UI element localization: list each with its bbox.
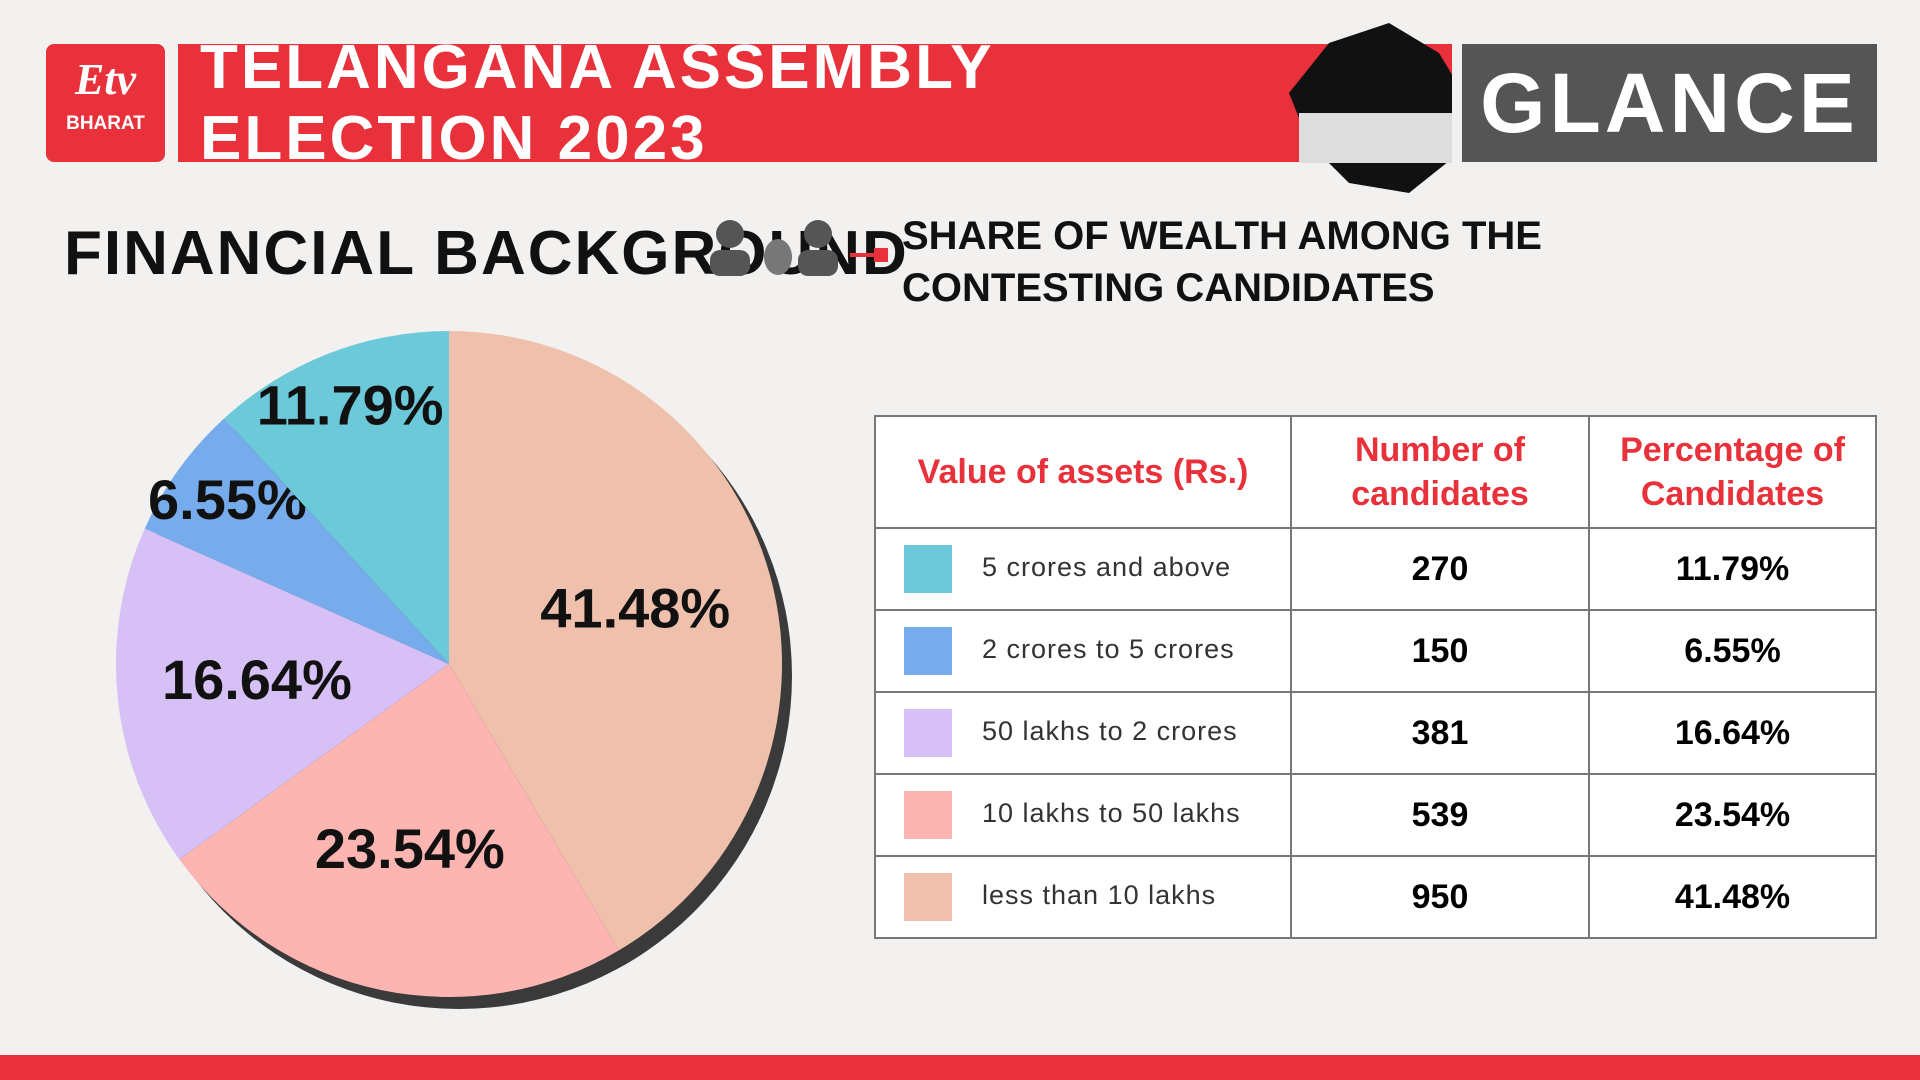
table-row: 50 lakhs to 2 crores 381 16.64% bbox=[874, 691, 1877, 775]
logo: Etv BHARAT bbox=[46, 44, 165, 162]
swatch bbox=[904, 791, 952, 839]
pie-chart: 41.48%23.54%16.64%6.55%11.79% bbox=[115, 331, 792, 1009]
tag: GLANCE bbox=[1462, 44, 1877, 162]
pie-slice bbox=[449, 331, 783, 951]
count-cell: 270 bbox=[1290, 527, 1590, 611]
table-row: less than 10 lakhs 950 41.48% bbox=[874, 855, 1877, 939]
percent-cell: 23.54% bbox=[1588, 773, 1877, 857]
data-table: Value of assets (Rs.) Number of candidat… bbox=[874, 415, 1877, 939]
swatch bbox=[904, 709, 952, 757]
subtitle-line: CONTESTING CANDIDATES bbox=[902, 266, 1435, 310]
logo-text: BHARAT bbox=[66, 113, 145, 134]
percent-cell: 41.48% bbox=[1588, 855, 1877, 939]
chart-subtitle: SHARE OF WEALTH AMONG THE CONTESTING CAN… bbox=[902, 210, 1542, 314]
category-cell: 10 lakhs to 50 lakhs bbox=[874, 773, 1292, 857]
percent-cell: 11.79% bbox=[1588, 527, 1877, 611]
category-label: 50 lakhs to 2 crores bbox=[982, 716, 1238, 747]
subtitle-line: SHARE OF WEALTH AMONG THE bbox=[902, 214, 1542, 258]
pie-slice bbox=[179, 664, 619, 997]
percent-cell: 16.64% bbox=[1588, 691, 1877, 775]
swatch bbox=[904, 545, 952, 593]
category-cell: 50 lakhs to 2 crores bbox=[874, 691, 1292, 775]
slice-label: 11.79% bbox=[257, 373, 444, 436]
table-row: 2 crores to 5 crores 150 6.55% bbox=[874, 609, 1877, 693]
people-icon bbox=[710, 220, 888, 276]
slice-label: 41.48% bbox=[540, 577, 730, 640]
count-cell: 539 bbox=[1290, 773, 1590, 857]
column-header: Percentage of Candidates bbox=[1588, 415, 1877, 529]
banner-title: TELANGANA ASSEMBLY ELECTION 2023 bbox=[200, 33, 994, 173]
pie-slice bbox=[144, 418, 449, 664]
count-cell: 381 bbox=[1290, 691, 1590, 775]
header-row: Value of assets (Rs.) Number of candidat… bbox=[874, 415, 1877, 529]
slice-label: 16.64% bbox=[162, 648, 352, 711]
column-header: Number of candidates bbox=[1290, 415, 1590, 529]
category-cell: less than 10 lakhs bbox=[874, 855, 1292, 939]
pie-slice bbox=[115, 528, 449, 860]
table-row: 5 crores and above 270 11.79% bbox=[874, 527, 1877, 611]
slice-label: 23.54% bbox=[315, 817, 505, 880]
swatch bbox=[904, 873, 952, 921]
percent-cell: 6.55% bbox=[1588, 609, 1877, 693]
footer-bar bbox=[0, 1055, 1920, 1080]
category-label: 10 lakhs to 50 lakhs bbox=[982, 798, 1241, 829]
category-cell: 5 crores and above bbox=[874, 527, 1292, 611]
pie-slice bbox=[224, 331, 449, 664]
count-cell: 950 bbox=[1290, 855, 1590, 939]
category-label: 2 crores to 5 crores bbox=[982, 634, 1235, 665]
category-label: 5 crores and above bbox=[982, 552, 1232, 583]
column-header: Value of assets (Rs.) bbox=[874, 415, 1292, 529]
category-cell: 2 crores to 5 crores bbox=[874, 609, 1292, 693]
swatch bbox=[904, 627, 952, 675]
map-graphic bbox=[1289, 23, 1452, 193]
logo-mark: Etv bbox=[74, 55, 137, 104]
title-banner: TELANGANA ASSEMBLY ELECTION 2023 bbox=[178, 23, 1452, 193]
category-label: less than 10 lakhs bbox=[982, 880, 1217, 911]
table-row: 10 lakhs to 50 lakhs 539 23.54% bbox=[874, 773, 1877, 857]
count-cell: 150 bbox=[1290, 609, 1590, 693]
